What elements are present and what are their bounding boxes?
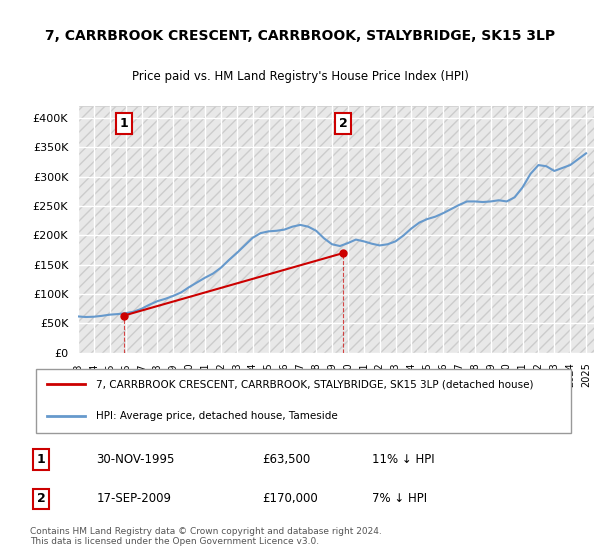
Text: 17-SEP-2009: 17-SEP-2009 [96,492,171,505]
Text: 7, CARRBROOK CRESCENT, CARRBROOK, STALYBRIDGE, SK15 3LP: 7, CARRBROOK CRESCENT, CARRBROOK, STALYB… [45,30,555,44]
Text: Price paid vs. HM Land Registry's House Price Index (HPI): Price paid vs. HM Land Registry's House … [131,70,469,83]
Text: 1: 1 [119,117,128,130]
Text: £63,500: £63,500 [262,453,310,466]
Text: 1: 1 [37,453,46,466]
Text: 11% ↓ HPI: 11% ↓ HPI [372,453,435,466]
Text: Contains HM Land Registry data © Crown copyright and database right 2024.
This d: Contains HM Land Registry data © Crown c… [30,527,382,546]
Text: 7% ↓ HPI: 7% ↓ HPI [372,492,427,505]
Text: 2: 2 [37,492,46,505]
Text: 30-NOV-1995: 30-NOV-1995 [96,453,175,466]
Text: £170,000: £170,000 [262,492,317,505]
Text: 7, CARRBROOK CRESCENT, CARRBROOK, STALYBRIDGE, SK15 3LP (detached house): 7, CARRBROOK CRESCENT, CARRBROOK, STALYB… [96,379,534,389]
Text: 2: 2 [339,117,347,130]
Text: HPI: Average price, detached house, Tameside: HPI: Average price, detached house, Tame… [96,412,338,422]
FancyBboxPatch shape [35,369,571,433]
